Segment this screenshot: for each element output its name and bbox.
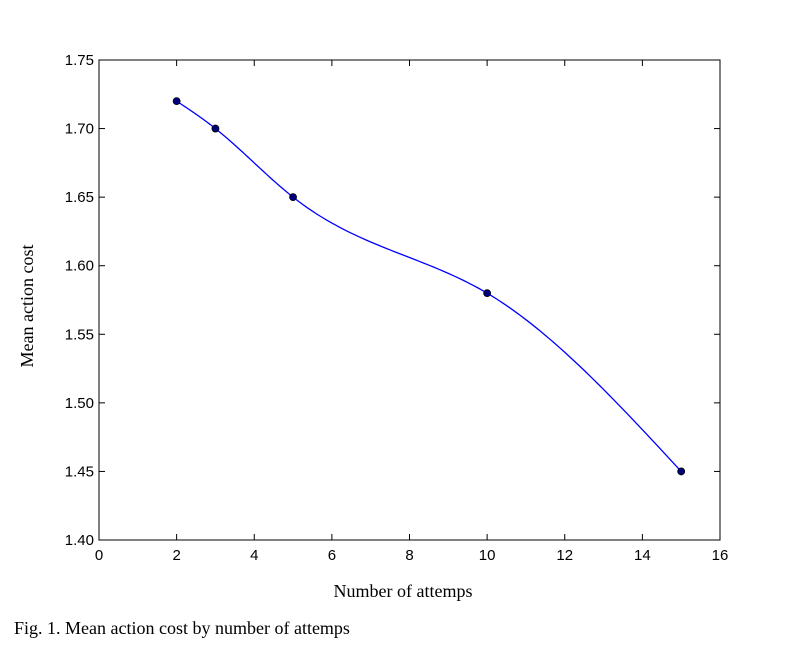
x-tick-label: 12	[556, 547, 573, 564]
x-tick-label: 4	[250, 547, 258, 564]
y-axis-title: Mean action cost	[17, 245, 37, 368]
y-tick-label: 1.45	[65, 463, 94, 480]
x-tick-label: 16	[712, 547, 729, 564]
x-axis-title: Number of attemps	[334, 581, 473, 601]
y-tick-label: 1.50	[65, 395, 94, 412]
chart: 0 2 4 6 8 10 12 14 16 1.401.451.501.551.601.651.…	[17, 52, 729, 601]
y-tick-label: 1.40	[65, 532, 94, 549]
x-tick-labels: 0 2 4 6 8 10 12 14 16	[95, 547, 729, 564]
data-point	[289, 193, 297, 202]
y-tick-label: 1.70	[65, 121, 94, 138]
y-tick-label: 1.55	[65, 326, 94, 343]
axis-ticks	[98, 59, 721, 541]
y-tick-label: 1.75	[65, 52, 94, 69]
x-tick-label: 14	[634, 547, 651, 564]
x-tick-label: 8	[405, 547, 413, 564]
x-tick-label: 6	[328, 547, 336, 564]
data-point	[483, 289, 492, 298]
series-line	[176, 100, 682, 472]
y-tick-label: 1.60	[65, 258, 94, 275]
plot-frame	[98, 59, 721, 541]
data-point	[172, 97, 181, 106]
y-tick-label: 1.65	[65, 189, 94, 206]
figure-caption: Fig. 1. Mean action cost by number of at…	[14, 618, 350, 638]
data-point	[677, 467, 686, 476]
x-tick-label: 10	[479, 547, 496, 564]
x-tick-label: 2	[172, 547, 180, 564]
x-tick-label: 0	[95, 547, 103, 564]
plot-area	[98, 59, 721, 541]
y-tick-labels: 1.40 1.45 1.50 1.55 1.60 1.65 1.70 1.75	[65, 52, 94, 549]
data-point	[211, 124, 220, 133]
